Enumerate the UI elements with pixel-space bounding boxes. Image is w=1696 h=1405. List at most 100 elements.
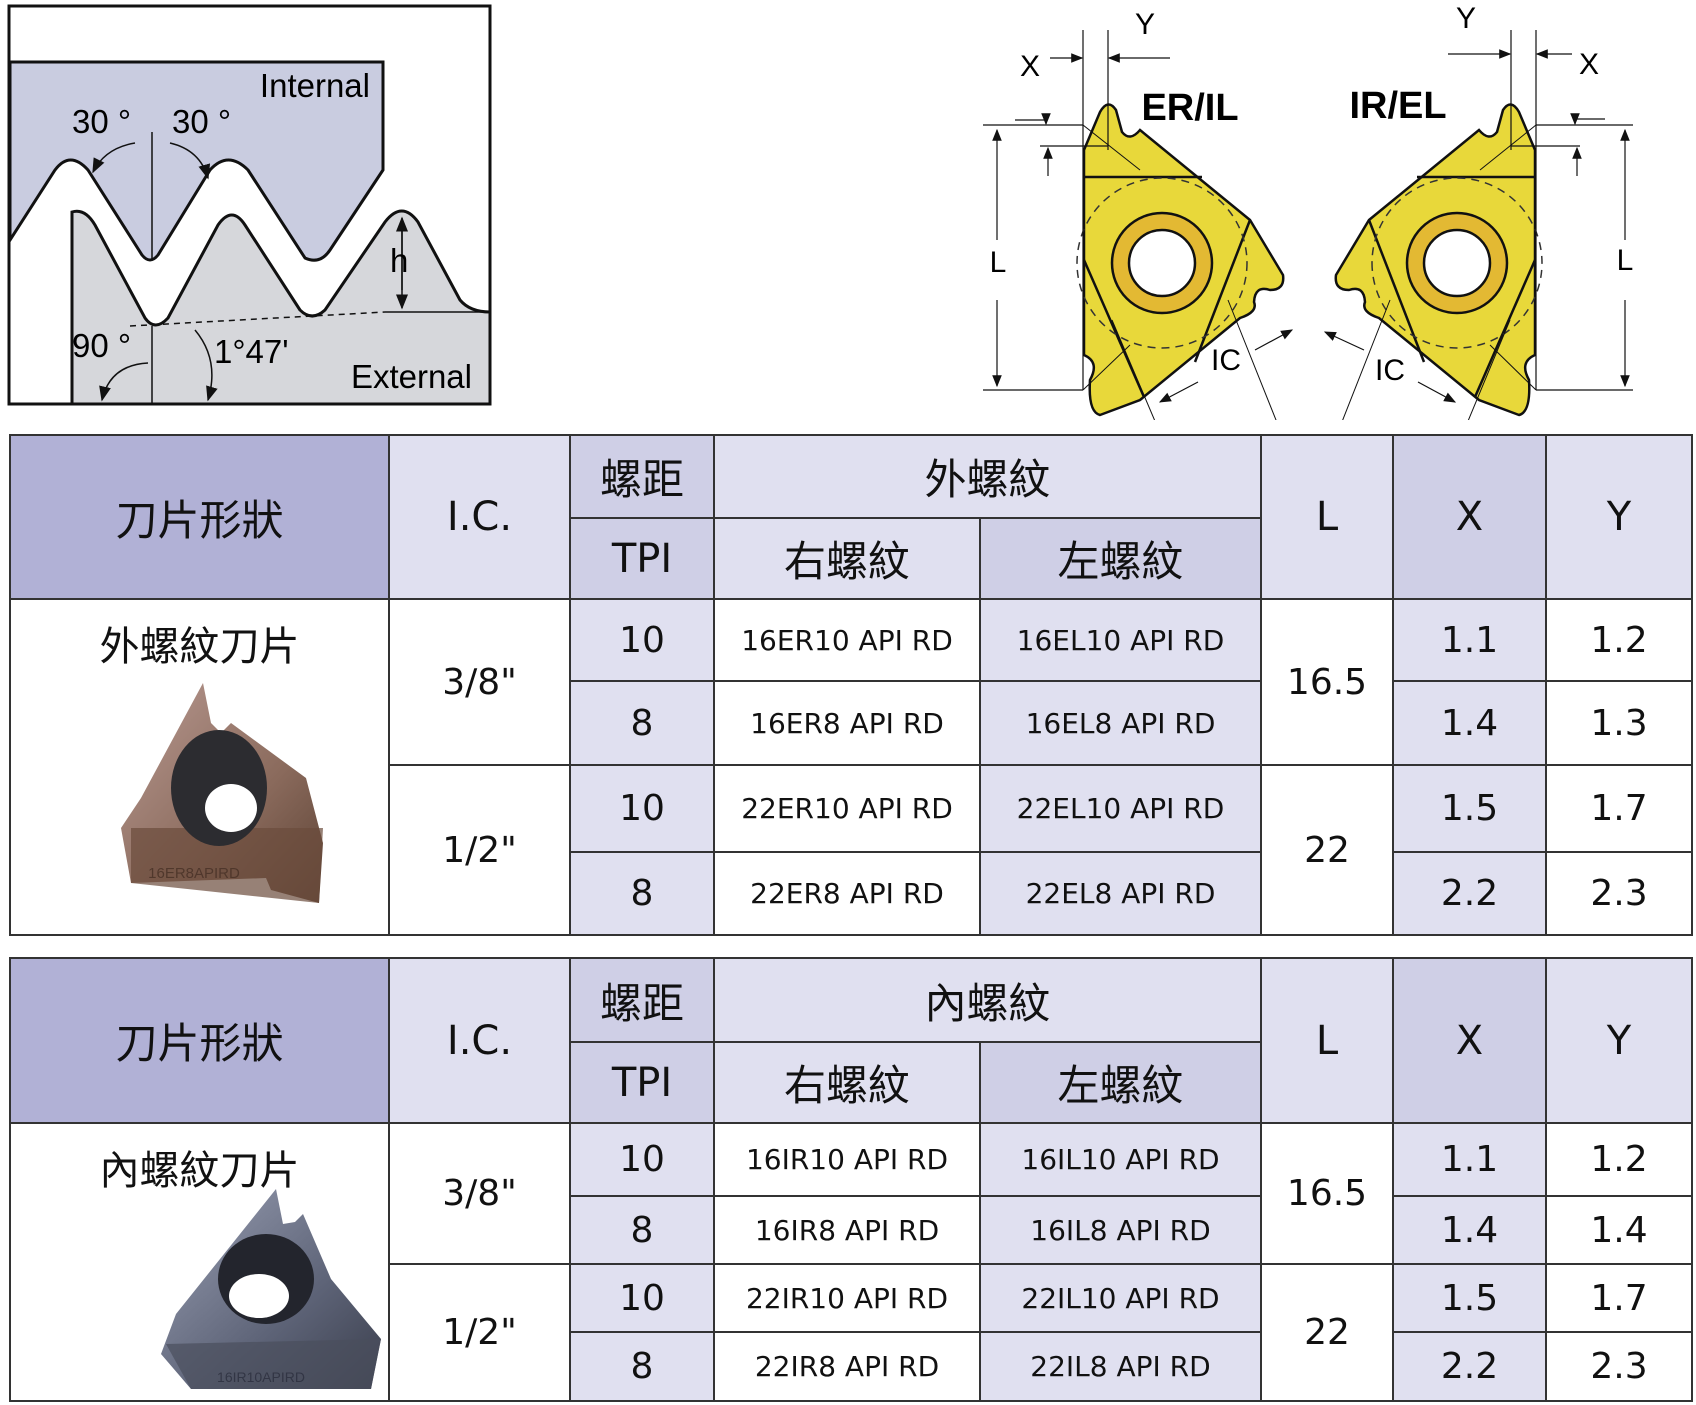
tpi-cell: 8 <box>569 1331 715 1402</box>
x-cell: 2.2 <box>1392 1331 1547 1402</box>
header-right-hand: 右螺紋 <box>713 517 981 600</box>
tpi-cell: 8 <box>569 851 715 936</box>
tpi-cell: 10 <box>569 1263 715 1333</box>
table-row: 外螺紋刀片 16ER8APIRD 3/8" 10 16ER10 API RD 16EL1… <box>9 598 1693 936</box>
tpi-cell: 10 <box>569 1122 715 1197</box>
tpi-cell: 10 <box>569 764 715 853</box>
insert-photo: 16IR10APIRD <box>81 1184 381 1398</box>
l-cell: 22 <box>1260 764 1394 936</box>
x-cell: 2.2 <box>1392 851 1547 936</box>
left-hand-code-cell: 22IL8 API RD <box>979 1331 1262 1402</box>
x-cell: 1.1 <box>1392 598 1547 682</box>
left-hand-code-cell: 22EL10 API RD <box>979 764 1262 853</box>
insert-shape-cell: 外螺紋刀片 16ER8APIRD <box>9 598 390 936</box>
external-thread-shape <box>70 209 492 406</box>
ir-el-insert-drawing <box>1334 103 1544 417</box>
header-ic: I.C. <box>388 957 571 1124</box>
y-label-right: Y <box>1456 2 1476 35</box>
internal-label: Internal <box>260 67 370 104</box>
taper-angle-label: 1°47' <box>214 333 289 370</box>
table-row: 8 16ER8 API RD 16EL8 API RD 1.4 1.3 <box>10 680 1693 766</box>
left-hand-code-cell: 16IL8 API RD <box>979 1195 1262 1265</box>
header-left-hand: 左螺紋 <box>979 517 1262 600</box>
y-label-left: Y <box>1135 8 1155 41</box>
right-hand-code-cell: 16ER8 API RD <box>713 680 981 766</box>
right-hand-code-cell: 22ER8 API RD <box>713 851 981 936</box>
er-il-label: ER/IL <box>1141 87 1238 129</box>
table-row: 1/2" 10 22IR10 API RD 22IL10 API RD 22 1.5 1.7 <box>10 1263 1693 1402</box>
right-angle-label: 90 ° <box>72 327 131 364</box>
header-pitch: 螺距 <box>569 957 715 1043</box>
right-hand-code-cell: 16ER10 API RD <box>713 598 981 682</box>
x-cell: 1.4 <box>1392 680 1547 766</box>
header-left-hand: 左螺紋 <box>979 1041 1262 1124</box>
tpi-cell: 8 <box>569 680 715 766</box>
table-row: 8 22ER8 API RD 22EL8 API RD 2.2 2.3 <box>10 851 1693 936</box>
header-l: L <box>1260 434 1394 600</box>
right-hand-code-cell: 22ER10 API RD <box>713 764 981 853</box>
left-hand-code-cell: 16IL10 API RD <box>979 1122 1262 1197</box>
y-cell: 1.2 <box>1545 1122 1693 1197</box>
table-row: 內螺紋刀片 16IR10APIRD 3/8" 10 16IR10 API RD 16IL… <box>9 1122 1693 1402</box>
table-row: 8 22IR8 API RD 22IL8 API RD 2.2 2.3 <box>10 1331 1693 1402</box>
header-thread-type: 內螺紋 <box>713 957 1262 1043</box>
y-cell: 1.7 <box>1545 764 1693 853</box>
external-label: External <box>351 358 472 395</box>
header-shape: 刀片形狀 <box>9 957 390 1124</box>
x-cell: 1.1 <box>1392 1122 1547 1197</box>
y-cell: 1.2 <box>1545 598 1693 682</box>
y-cell: 1.7 <box>1545 1263 1693 1333</box>
header-thread-type: 外螺紋 <box>713 434 1262 519</box>
right-hand-code-cell: 22IR8 API RD <box>713 1331 981 1402</box>
insert-shape-cell: 內螺紋刀片 16IR10APIRD <box>9 1122 390 1402</box>
x-label-right: X <box>1579 48 1599 81</box>
left-hand-code-cell: 16EL10 API RD <box>979 598 1262 682</box>
right-hand-code-cell: 16IR8 API RD <box>713 1195 981 1265</box>
ic-cell: 3/8" <box>388 598 571 766</box>
l-cell: 16.5 <box>1260 1122 1394 1265</box>
y-cell: 1.4 <box>1545 1195 1693 1265</box>
left-hand-code-cell: 22IL10 API RD <box>979 1263 1262 1333</box>
ic-cell: 3/8" <box>388 1122 571 1265</box>
left-hand-code-cell: 22EL8 API RD <box>979 851 1262 936</box>
external-insert-table: 刀片形狀 I.C. 螺距 外螺紋 L X Y TPI 右螺紋 左螺紋 外螺紋刀片… <box>9 434 1693 936</box>
l-label-right: L <box>1617 244 1634 277</box>
x-cell: 1.4 <box>1392 1195 1547 1265</box>
tpi-cell: 10 <box>569 598 715 682</box>
x-cell: 1.5 <box>1392 764 1547 853</box>
thread-profile-diagram: Internal 30 ° 30 ° h 90 ° 1°47' External <box>7 4 492 406</box>
right-hand-code-cell: 16IR10 API RD <box>713 1122 981 1197</box>
ir-el-label: IR/EL <box>1349 85 1446 127</box>
header-y: Y <box>1545 434 1693 600</box>
y-cell: 1.3 <box>1545 680 1693 766</box>
insert-engraving-text: 16IR10APIRD <box>217 1369 305 1385</box>
header-shape: 刀片形狀 <box>9 434 390 600</box>
angle-right-label: 30 ° <box>172 103 231 140</box>
l-cell: 22 <box>1260 1263 1394 1402</box>
header-x: X <box>1392 957 1547 1124</box>
insert-shape-label: 外螺紋刀片 <box>99 624 300 670</box>
header-tpi: TPI <box>569 517 715 600</box>
header-x: X <box>1392 434 1547 600</box>
table-row: 8 16IR8 API RD 16IL8 API RD 1.4 1.4 <box>10 1195 1693 1265</box>
tpi-cell: 8 <box>569 1195 715 1265</box>
insert-shape-label: 內螺紋刀片 <box>99 1148 300 1194</box>
ic-label-left: IC <box>1211 344 1241 377</box>
insert-engraving-text: 16ER8APIRD <box>148 865 240 882</box>
y-cell: 2.3 <box>1545 1331 1693 1402</box>
internal-insert-table: 刀片形狀 I.C. 螺距 內螺紋 L X Y TPI 右螺紋 左螺紋 內螺紋刀片… <box>9 957 1693 1402</box>
header-l: L <box>1260 957 1394 1124</box>
header-pitch: 螺距 <box>569 434 715 519</box>
table-row: 1/2" 10 22ER10 API RD 22EL10 API RD 22 1.5 1.7 <box>10 764 1693 936</box>
right-hand-code-cell: 22IR10 API RD <box>713 1263 981 1333</box>
height-label: h <box>390 242 408 279</box>
angle-left-label: 30 ° <box>72 103 131 140</box>
l-label-left: L <box>990 246 1007 279</box>
er-il-insert-drawing <box>1075 103 1285 417</box>
y-cell: 2.3 <box>1545 851 1693 936</box>
x-cell: 1.5 <box>1392 1263 1547 1333</box>
insert-dimension-diagram: ER/IL IR/EL Y X L IC Y X L IC <box>983 2 1634 420</box>
header-tpi: TPI <box>569 1041 715 1124</box>
header-ic: I.C. <box>388 434 571 600</box>
l-cell: 16.5 <box>1260 598 1394 766</box>
